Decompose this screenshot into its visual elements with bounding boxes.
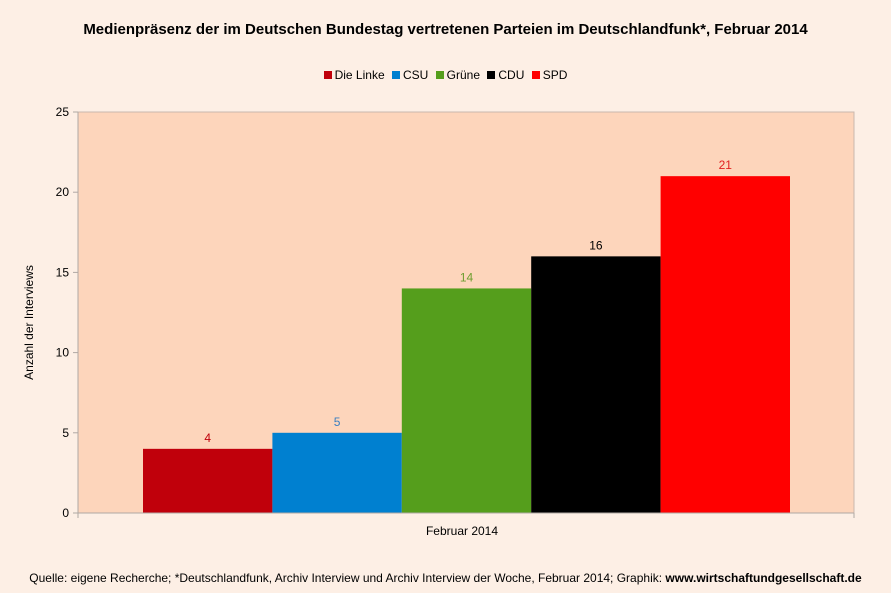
y-tick-label: 10 — [56, 346, 70, 360]
bar-cdu — [531, 256, 661, 513]
x-tick-label: Februar 2014 — [426, 524, 498, 538]
y-tick-label: 15 — [56, 265, 70, 279]
source-note: Quelle: eigene Recherche; *Deutschlandfu… — [0, 571, 891, 585]
legend-item-die-linke: Die Linke — [323, 68, 385, 82]
bar-die-linke — [143, 448, 273, 513]
data-label: 21 — [719, 158, 733, 172]
legend-swatch — [323, 71, 332, 79]
y-tick-label: 5 — [62, 426, 69, 440]
y-tick-label: 20 — [56, 185, 70, 199]
data-label: 14 — [460, 270, 474, 284]
legend-label: CSU — [402, 68, 429, 82]
legend-item-csu: CSU — [391, 68, 429, 82]
legend-label: Grüne — [446, 68, 481, 82]
bar-spd — [660, 176, 790, 513]
legend-label: CDU — [498, 68, 525, 82]
legend-swatch — [435, 71, 444, 79]
data-label: 4 — [204, 431, 211, 445]
legend-swatch — [391, 71, 400, 79]
source-text: Quelle: eigene Recherche; *Deutschlandfu… — [29, 571, 666, 585]
source-link[interactable]: www.wirtschaftundgesellschaft.de — [665, 571, 862, 585]
legend: Die Linke CSU Grüne CDU SPD — [0, 68, 891, 82]
legend-item-gruene: Grüne — [435, 68, 481, 82]
y-tick-label: 25 — [56, 105, 70, 119]
bar-chart: 0 5 10 15 20 25 4 5 14 16 21 Anzahl der Interview… — [22, 105, 855, 538]
bar-gruene — [401, 288, 532, 513]
bar-csu — [272, 432, 402, 513]
legend-item-spd: SPD — [531, 68, 568, 82]
legend-swatch — [487, 71, 496, 79]
data-label: 5 — [334, 415, 341, 429]
legend-label: Die Linke — [334, 68, 385, 82]
legend-item-cdu: CDU — [487, 68, 524, 82]
y-tick-label: 0 — [62, 506, 69, 520]
chart-title: Medienpräsenz der im Deutschen Bundestag… — [83, 21, 808, 38]
data-label: 16 — [589, 238, 603, 252]
legend-swatch — [531, 71, 540, 79]
y-axis-label: Anzahl der Interviews — [22, 265, 36, 380]
legend-label: SPD — [542, 68, 568, 82]
